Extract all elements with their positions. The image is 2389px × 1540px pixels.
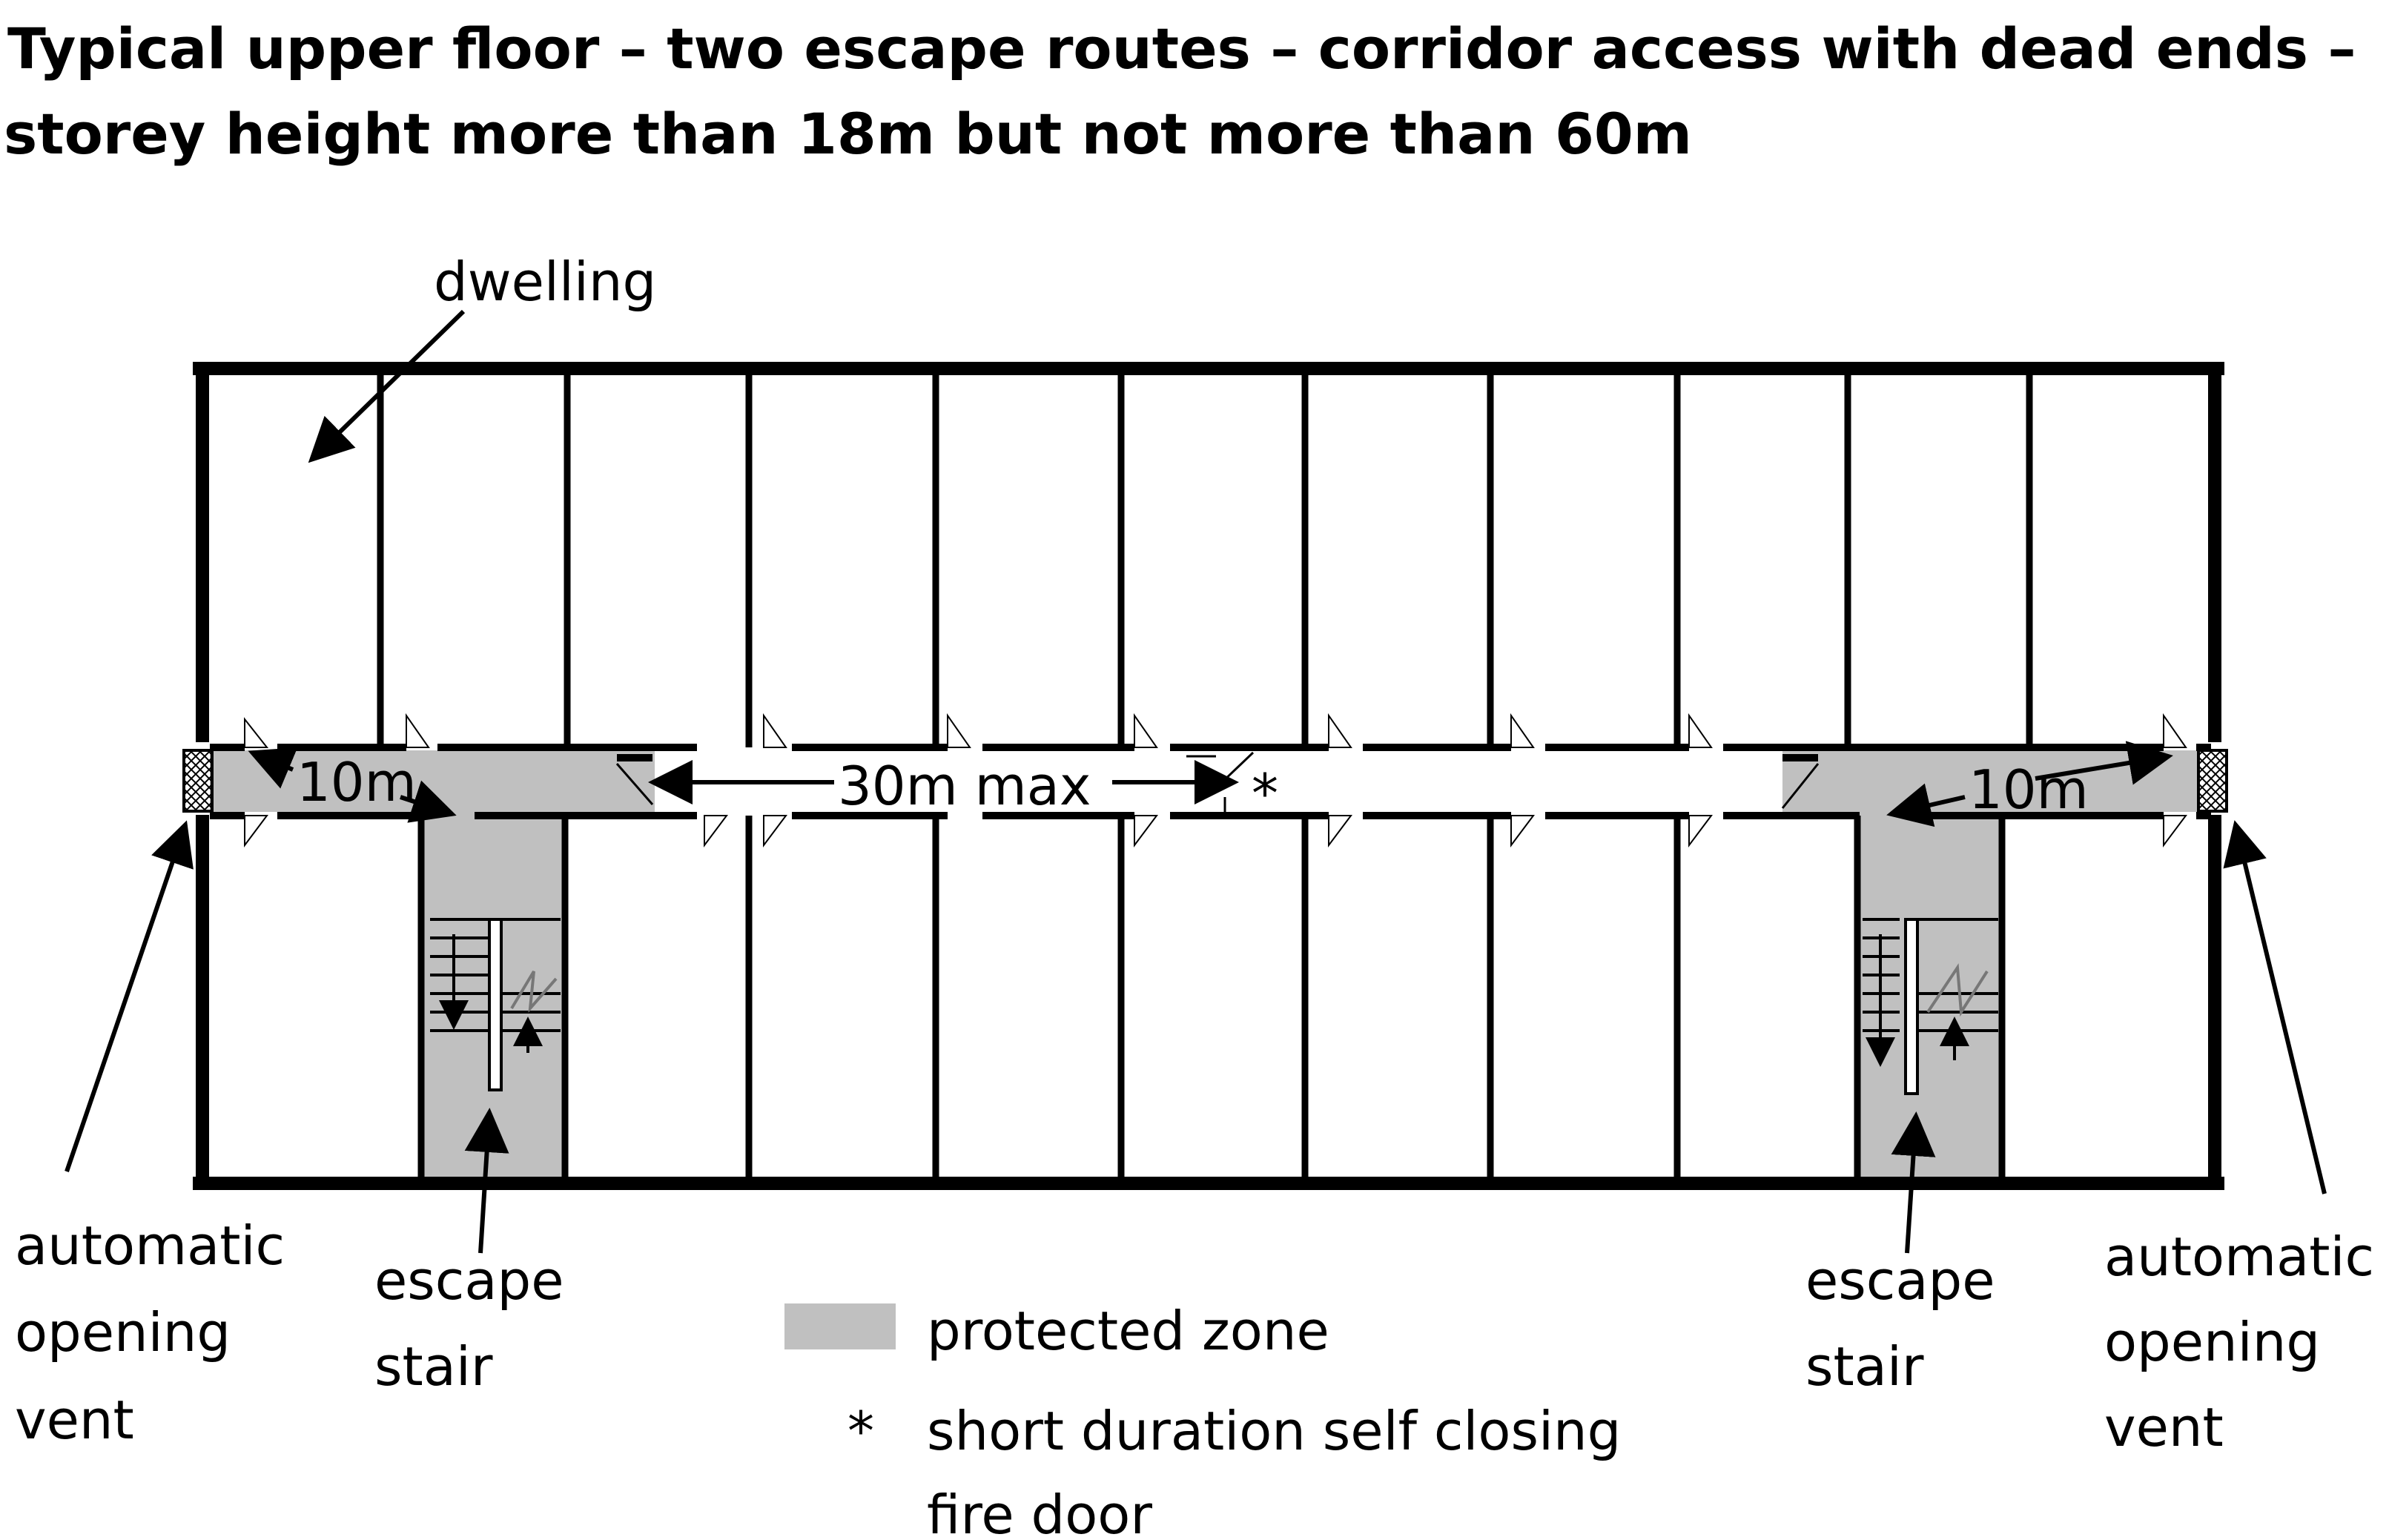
vent-right-label-line-1: automatic — [2104, 1226, 2374, 1288]
stair-left-label-line-1: escape — [374, 1249, 564, 1312]
diagram-title-line-1: Typical upper floor – two escape routes … — [7, 16, 2356, 82]
vent-left-leader — [65, 820, 194, 1172]
dim-left-arrow-a — [248, 747, 298, 789]
dwelling-label: dwelling — [434, 251, 656, 313]
dim-left-arrow-b — [400, 780, 457, 823]
partition-walls-lower — [417, 816, 2006, 1183]
stair-right-label-line-1: escape — [1805, 1249, 1995, 1312]
stair-right — [1863, 918, 1998, 1095]
door-swing — [1688, 815, 1713, 847]
door-swing — [1134, 713, 1158, 748]
fire-door-leaf — [1781, 763, 1820, 809]
stair-left-label-line-2: stair — [374, 1335, 493, 1398]
door-swing — [2163, 815, 2187, 847]
door-swings — [244, 713, 2187, 847]
legend: protected zone * short duration self clo… — [784, 1300, 1621, 1540]
dimension-arrows — [248, 741, 2173, 827]
dim-left-label: 10m — [297, 751, 417, 813]
door-swing — [1688, 713, 1713, 748]
door-swing — [1328, 713, 1352, 748]
door-swing — [763, 815, 787, 847]
legend-fire-door-label-line-1: short duration self closing — [927, 1400, 1621, 1462]
fire-door-leaf — [615, 763, 654, 805]
door-swing — [1134, 815, 1158, 847]
vent-left — [182, 749, 214, 813]
protected-zone-corridor-left — [210, 750, 655, 812]
door-swing — [947, 713, 971, 748]
door-swing — [704, 815, 728, 847]
legend-fire-door-label-line-2: fire door — [927, 1484, 1152, 1540]
partition-walls-upper — [377, 369, 2033, 747]
building-walls — [193, 362, 2224, 1190]
door-swing — [1510, 815, 1535, 847]
corridor-walls — [210, 744, 2211, 819]
vent-left-label-line-2: opening — [15, 1301, 231, 1364]
legend-protected-zone-swatch — [784, 1303, 896, 1349]
vent-right-label-line-2: opening — [2104, 1311, 2320, 1373]
fire-door-leaf — [1220, 751, 1255, 784]
door-swing — [1510, 713, 1535, 748]
legend-star-symbol: * — [847, 1400, 874, 1462]
door-swing — [1328, 815, 1352, 847]
vent-left-label-line-3: vent — [15, 1389, 134, 1451]
dim-right-arrow-b — [2035, 741, 2173, 785]
door-swing — [244, 717, 269, 748]
door-swing — [406, 713, 430, 748]
door-swing — [763, 713, 787, 748]
diagram-title-line-2: storey height more than 18m but not more… — [4, 101, 1692, 167]
legend-protected-zone-label: protected zone — [927, 1300, 1329, 1362]
door-swing — [2163, 713, 2187, 748]
stair-left-leader — [464, 1108, 509, 1254]
vent-right-leader — [2223, 820, 2327, 1194]
dim-right-arrow-a — [1886, 783, 1966, 827]
dwelling-leader — [308, 309, 466, 463]
fire-door-star: * — [1252, 762, 1278, 824]
dim-right-label: 10m — [1969, 759, 2089, 821]
dim-center-label: 30m max — [838, 755, 1091, 817]
stair-left — [430, 918, 561, 1091]
stair-right-leader — [1891, 1111, 1936, 1254]
stair-right-label-line-2: stair — [1805, 1335, 1924, 1398]
vent-right — [2197, 749, 2228, 813]
door-swing — [244, 815, 268, 847]
leader-arrows — [65, 309, 2327, 1254]
vent-left-label-line-1: automatic — [15, 1215, 285, 1277]
vent-right-label-line-3: vent — [2104, 1396, 2224, 1458]
